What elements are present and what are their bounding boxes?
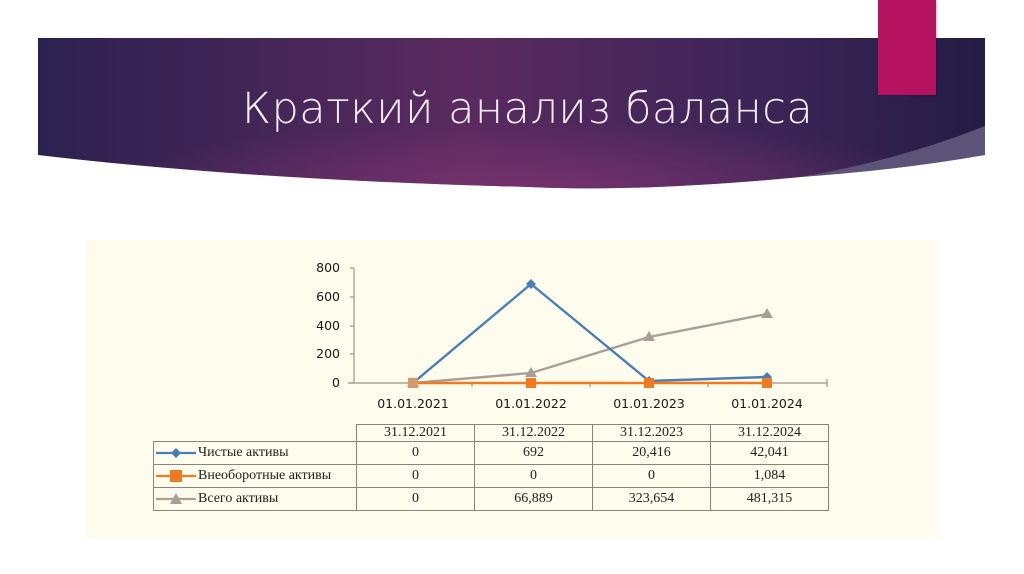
table-corner xyxy=(153,424,357,442)
column-header: 31.12.2021 xyxy=(356,424,475,442)
y-tick-label: 0 xyxy=(332,375,340,390)
series-total-assets xyxy=(407,308,773,387)
series-net-assets xyxy=(408,279,772,388)
y-tick-label: 600 xyxy=(316,289,340,304)
table-cell: 1,084 xyxy=(710,464,829,488)
table-cell: 0 xyxy=(356,441,475,465)
y-tick-label: 800 xyxy=(316,260,340,275)
table-row: Внеоборотные активы 0 0 0 1,084 xyxy=(153,464,829,488)
table-cell: 0 xyxy=(356,464,475,488)
banner-shape xyxy=(38,38,985,189)
column-header: 31.12.2023 xyxy=(592,424,711,442)
chart-panel: 800 600 400 200 0 01.01.2021 01.01.2022 … xyxy=(86,240,939,538)
row-label: Всего активы xyxy=(153,487,357,511)
y-tick-label: 400 xyxy=(316,318,340,333)
table-cell: 323,654 xyxy=(592,487,711,511)
column-header: 31.12.2022 xyxy=(474,424,593,442)
table-row: Всего активы 0 66,889 323,654 481,315 xyxy=(153,487,829,511)
row-label: Чистые активы xyxy=(153,441,357,465)
x-tick-label: 01.01.2022 xyxy=(495,396,567,411)
table-header-row: 31.12.2021 31.12.2022 31.12.2023 31.12.2… xyxy=(153,424,829,442)
table-cell: 66,889 xyxy=(474,487,593,511)
triangle-marker-icon xyxy=(156,492,196,504)
row-label: Внеоборотные активы xyxy=(153,464,357,488)
slide-title: Краткий анализ баланса xyxy=(242,84,814,134)
table-cell: 20,416 xyxy=(592,441,711,465)
table-cell: 692 xyxy=(474,441,593,465)
x-tick-label: 01.01.2023 xyxy=(613,396,685,411)
table-cell: 0 xyxy=(592,464,711,488)
data-table: 31.12.2021 31.12.2022 31.12.2023 31.12.2… xyxy=(153,424,829,511)
table-cell: 0 xyxy=(356,487,475,511)
series-name: Чистые активы xyxy=(198,445,289,460)
table-cell: 0 xyxy=(474,464,593,488)
accent-bar xyxy=(878,0,936,95)
line-chart: 800 600 400 200 0 01.01.2021 01.01.2022 … xyxy=(316,260,828,411)
diamond-marker-icon xyxy=(156,447,196,458)
square-marker-icon xyxy=(156,469,196,482)
series-name: Внеоборотные активы xyxy=(198,468,332,483)
x-tick-label: 01.01.2024 xyxy=(731,396,803,411)
column-header: 31.12.2024 xyxy=(710,424,829,442)
table-cell: 42,041 xyxy=(710,441,829,465)
y-tick-label: 200 xyxy=(316,346,340,361)
title-banner: Краткий анализ баланса xyxy=(0,0,1024,200)
table-cell: 481,315 xyxy=(710,487,829,511)
series-name: Всего активы xyxy=(198,491,279,506)
x-tick-label: 01.01.2021 xyxy=(377,396,449,411)
table-row: Чистые активы 0 692 20,416 42,041 xyxy=(153,441,829,465)
series-noncurrent-assets xyxy=(408,378,772,388)
